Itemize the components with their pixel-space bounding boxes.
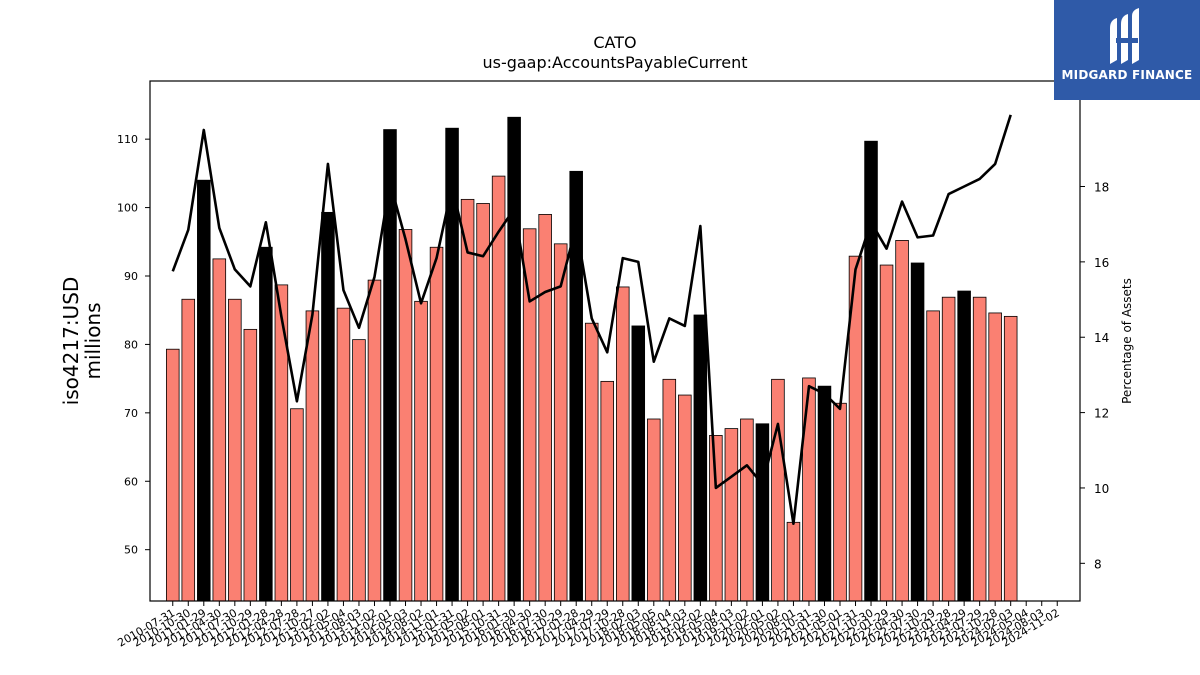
- bar-2013-02-02: [321, 211, 335, 602]
- bar-2015-01-31: [445, 127, 459, 602]
- y-tick-label: 110: [117, 133, 138, 146]
- bar-2014-08-02: [414, 300, 428, 602]
- bar-2021-05-01: [833, 402, 847, 602]
- y2-tick-label: 16: [1094, 256, 1109, 270]
- y-tick-label: 60: [124, 475, 138, 488]
- bar-2014-05-03: [398, 229, 413, 602]
- bar-2019-11-02: [740, 418, 754, 602]
- brand-logo: MIDGARD FINANCE: [1054, 0, 1200, 100]
- bar-2023-01-28: [941, 296, 956, 602]
- bar-2015-05-02: [460, 198, 475, 602]
- y-axis-label-line1: iso4217:USD: [59, 277, 83, 406]
- chart-subtitle: us-gaap:AccountsPayableCurrent: [482, 53, 747, 72]
- bar-2016-07-30: [538, 214, 552, 602]
- bar-2020-05-02: [771, 378, 785, 602]
- plot-frame: [149, 80, 1081, 602]
- x-axis: 2010-07-312010-10-302011-01-292011-04-30…: [115, 601, 1062, 650]
- bar-2011-07-30: [228, 298, 242, 602]
- y2-tick-label: 12: [1094, 407, 1109, 421]
- bar-2012-10-27: [305, 310, 320, 602]
- bar-2017-04-29: [584, 322, 599, 602]
- bar-2021-01-30: [817, 385, 832, 602]
- bar-2019-08-03: [724, 428, 739, 602]
- y-tick-label: 90: [124, 270, 138, 283]
- bar-2022-10-29: [926, 310, 940, 602]
- bar-2011-01-29: [197, 179, 211, 602]
- y-tick-label: 80: [124, 338, 138, 351]
- bar-2016-10-29: [553, 243, 568, 602]
- bar-2015-08-01: [476, 203, 490, 602]
- midgard-logo-icon: [1110, 8, 1139, 64]
- y-axis-right: 8 10 12 14 16 18: [1080, 181, 1109, 571]
- bar-2018-08-04: [662, 378, 677, 602]
- bar-2023-10-28: [988, 312, 1002, 602]
- y-axis-label-line2: millions: [81, 302, 105, 379]
- bar-series: [165, 116, 1018, 602]
- y2-tick-label: 18: [1094, 181, 1109, 195]
- bar-2022-04-30: [895, 240, 909, 602]
- bar-2010-10-30: [181, 298, 196, 602]
- bar-2021-10-30: [864, 140, 878, 602]
- line-series: [171, 114, 1012, 526]
- y-axis-left: 50 60 70 80 90 100 110: [117, 133, 150, 557]
- bar-2018-11-03: [678, 394, 692, 602]
- bar-2017-01-28: [569, 170, 583, 602]
- bar-2017-07-29: [600, 380, 615, 602]
- bar-2022-01-29: [879, 264, 894, 602]
- bar-2023-07-29: [972, 296, 987, 602]
- bar-2020-02-01: [755, 423, 770, 602]
- bar-2020-08-01: [786, 521, 801, 602]
- bar-2012-01-28: [259, 246, 273, 602]
- bar-2011-04-30: [212, 258, 227, 602]
- y-tick-label: 100: [117, 202, 138, 215]
- bar-2019-05-04: [709, 435, 723, 602]
- brand-name: MIDGARD FINANCE: [1061, 68, 1193, 82]
- bar-2016-04-30: [522, 228, 537, 602]
- bar-2017-10-28: [616, 286, 630, 602]
- bar-2013-05-04: [336, 307, 351, 602]
- y2-tick-label: 10: [1094, 482, 1109, 496]
- y2-tick-label: 14: [1094, 331, 1109, 345]
- chart-title: CATO: [593, 33, 636, 52]
- bar-2012-04-28: [274, 284, 289, 602]
- bar-2022-07-30: [910, 262, 925, 602]
- bar-2019-02-02: [693, 314, 708, 602]
- y2-axis-label: Percentage of Assets: [1120, 278, 1134, 404]
- bar-2013-11-02: [367, 279, 382, 602]
- bar-2010-07-31: [165, 348, 180, 602]
- bar-2024-02-03: [1003, 315, 1018, 602]
- bar-2011-10-29: [243, 328, 258, 602]
- bar-2016-01-30: [507, 116, 521, 602]
- bar-2014-11-01: [429, 246, 444, 602]
- bar-2023-04-29: [957, 290, 971, 602]
- bar-2020-10-31: [802, 377, 816, 602]
- y2-tick-label: 8: [1094, 557, 1102, 571]
- bar-2012-07-28: [290, 408, 304, 602]
- y-tick-label: 70: [124, 407, 138, 420]
- bar-2018-05-05: [647, 418, 661, 602]
- line-percentage-of-assets: [171, 114, 1012, 526]
- bar-2013-08-03: [352, 339, 366, 602]
- bar-2018-02-03: [631, 325, 646, 602]
- y-tick-label: 50: [124, 544, 138, 557]
